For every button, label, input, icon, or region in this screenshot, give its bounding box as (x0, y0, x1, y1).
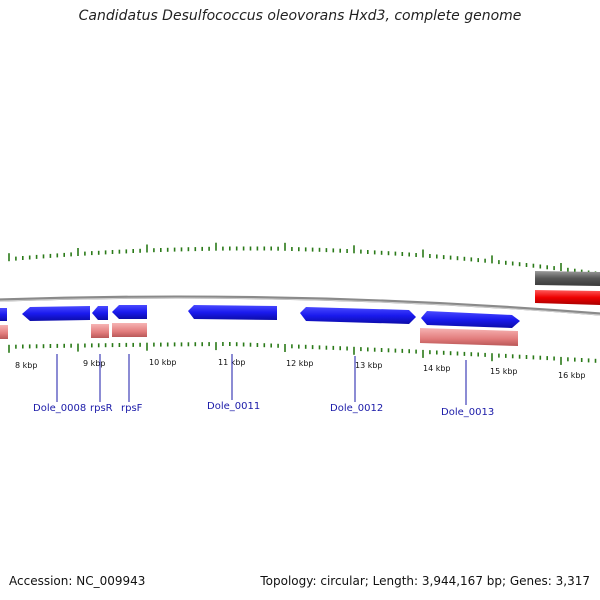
gene-labels: Dole_0008 rpsR rpsF Dole_0011 Dole_0012 … (33, 401, 494, 418)
rna-block (112, 323, 147, 337)
scale-label-13kbp: 13 kbp (355, 361, 383, 370)
scale-label-10kbp: 10 kbp (149, 358, 177, 367)
gc-tracks (535, 271, 600, 305)
accession-text: Accession: NC_009943 (9, 574, 146, 588)
gene-label-rpsr: rpsR (90, 403, 113, 414)
cds-arrow (0, 308, 7, 321)
rna-features (0, 323, 518, 346)
cds-arrow (112, 305, 147, 319)
scale-label-14kbp: 14 kbp (423, 364, 451, 373)
scale-label-16kbp: 16 kbp (558, 371, 586, 380)
cds-arrow (188, 305, 277, 320)
rna-block (0, 325, 8, 339)
cds-arrow (300, 307, 416, 324)
inner-tick-ring (8, 342, 597, 365)
map-title: Candidatus Desulfococcus oleovorans Hxd3… (78, 8, 522, 24)
gene-label-dole-0011: Dole_0011 (207, 401, 260, 412)
genome-summary-text: Topology: circular; Length: 3,944,167 bp… (260, 574, 590, 588)
outer-tick-ring (8, 242, 597, 276)
genome-backbone (0, 295, 600, 316)
rna-block (91, 324, 109, 338)
label-leaders (56, 354, 467, 405)
cds-arrow (92, 306, 108, 320)
scale-label-9kbp: 9 kbp (83, 359, 105, 368)
scale-label-8kbp: 8 kbp (15, 361, 37, 370)
gene-label-dole-0012: Dole_0012 (330, 403, 383, 414)
scale-labels: 8 kbp 9 kbp 10 kbp 11 kbp 12 kbp 13 kbp … (15, 358, 586, 380)
genome-backbone-inner (0, 297, 600, 316)
cds-arrow (22, 306, 90, 321)
gene-label-dole-0013: Dole_0013 (441, 407, 494, 418)
scale-label-15kbp: 15 kbp (490, 367, 518, 376)
gc-content-bar (535, 290, 600, 305)
gene-label-rpsf: rpsF (121, 403, 143, 414)
scale-label-12kbp: 12 kbp (286, 359, 314, 368)
gc-skew-bar (535, 271, 600, 286)
rna-block (420, 328, 518, 346)
gene-label-dole-0008: Dole_0008 (33, 403, 86, 414)
cds-features (0, 305, 520, 328)
cds-arrow (421, 311, 520, 328)
